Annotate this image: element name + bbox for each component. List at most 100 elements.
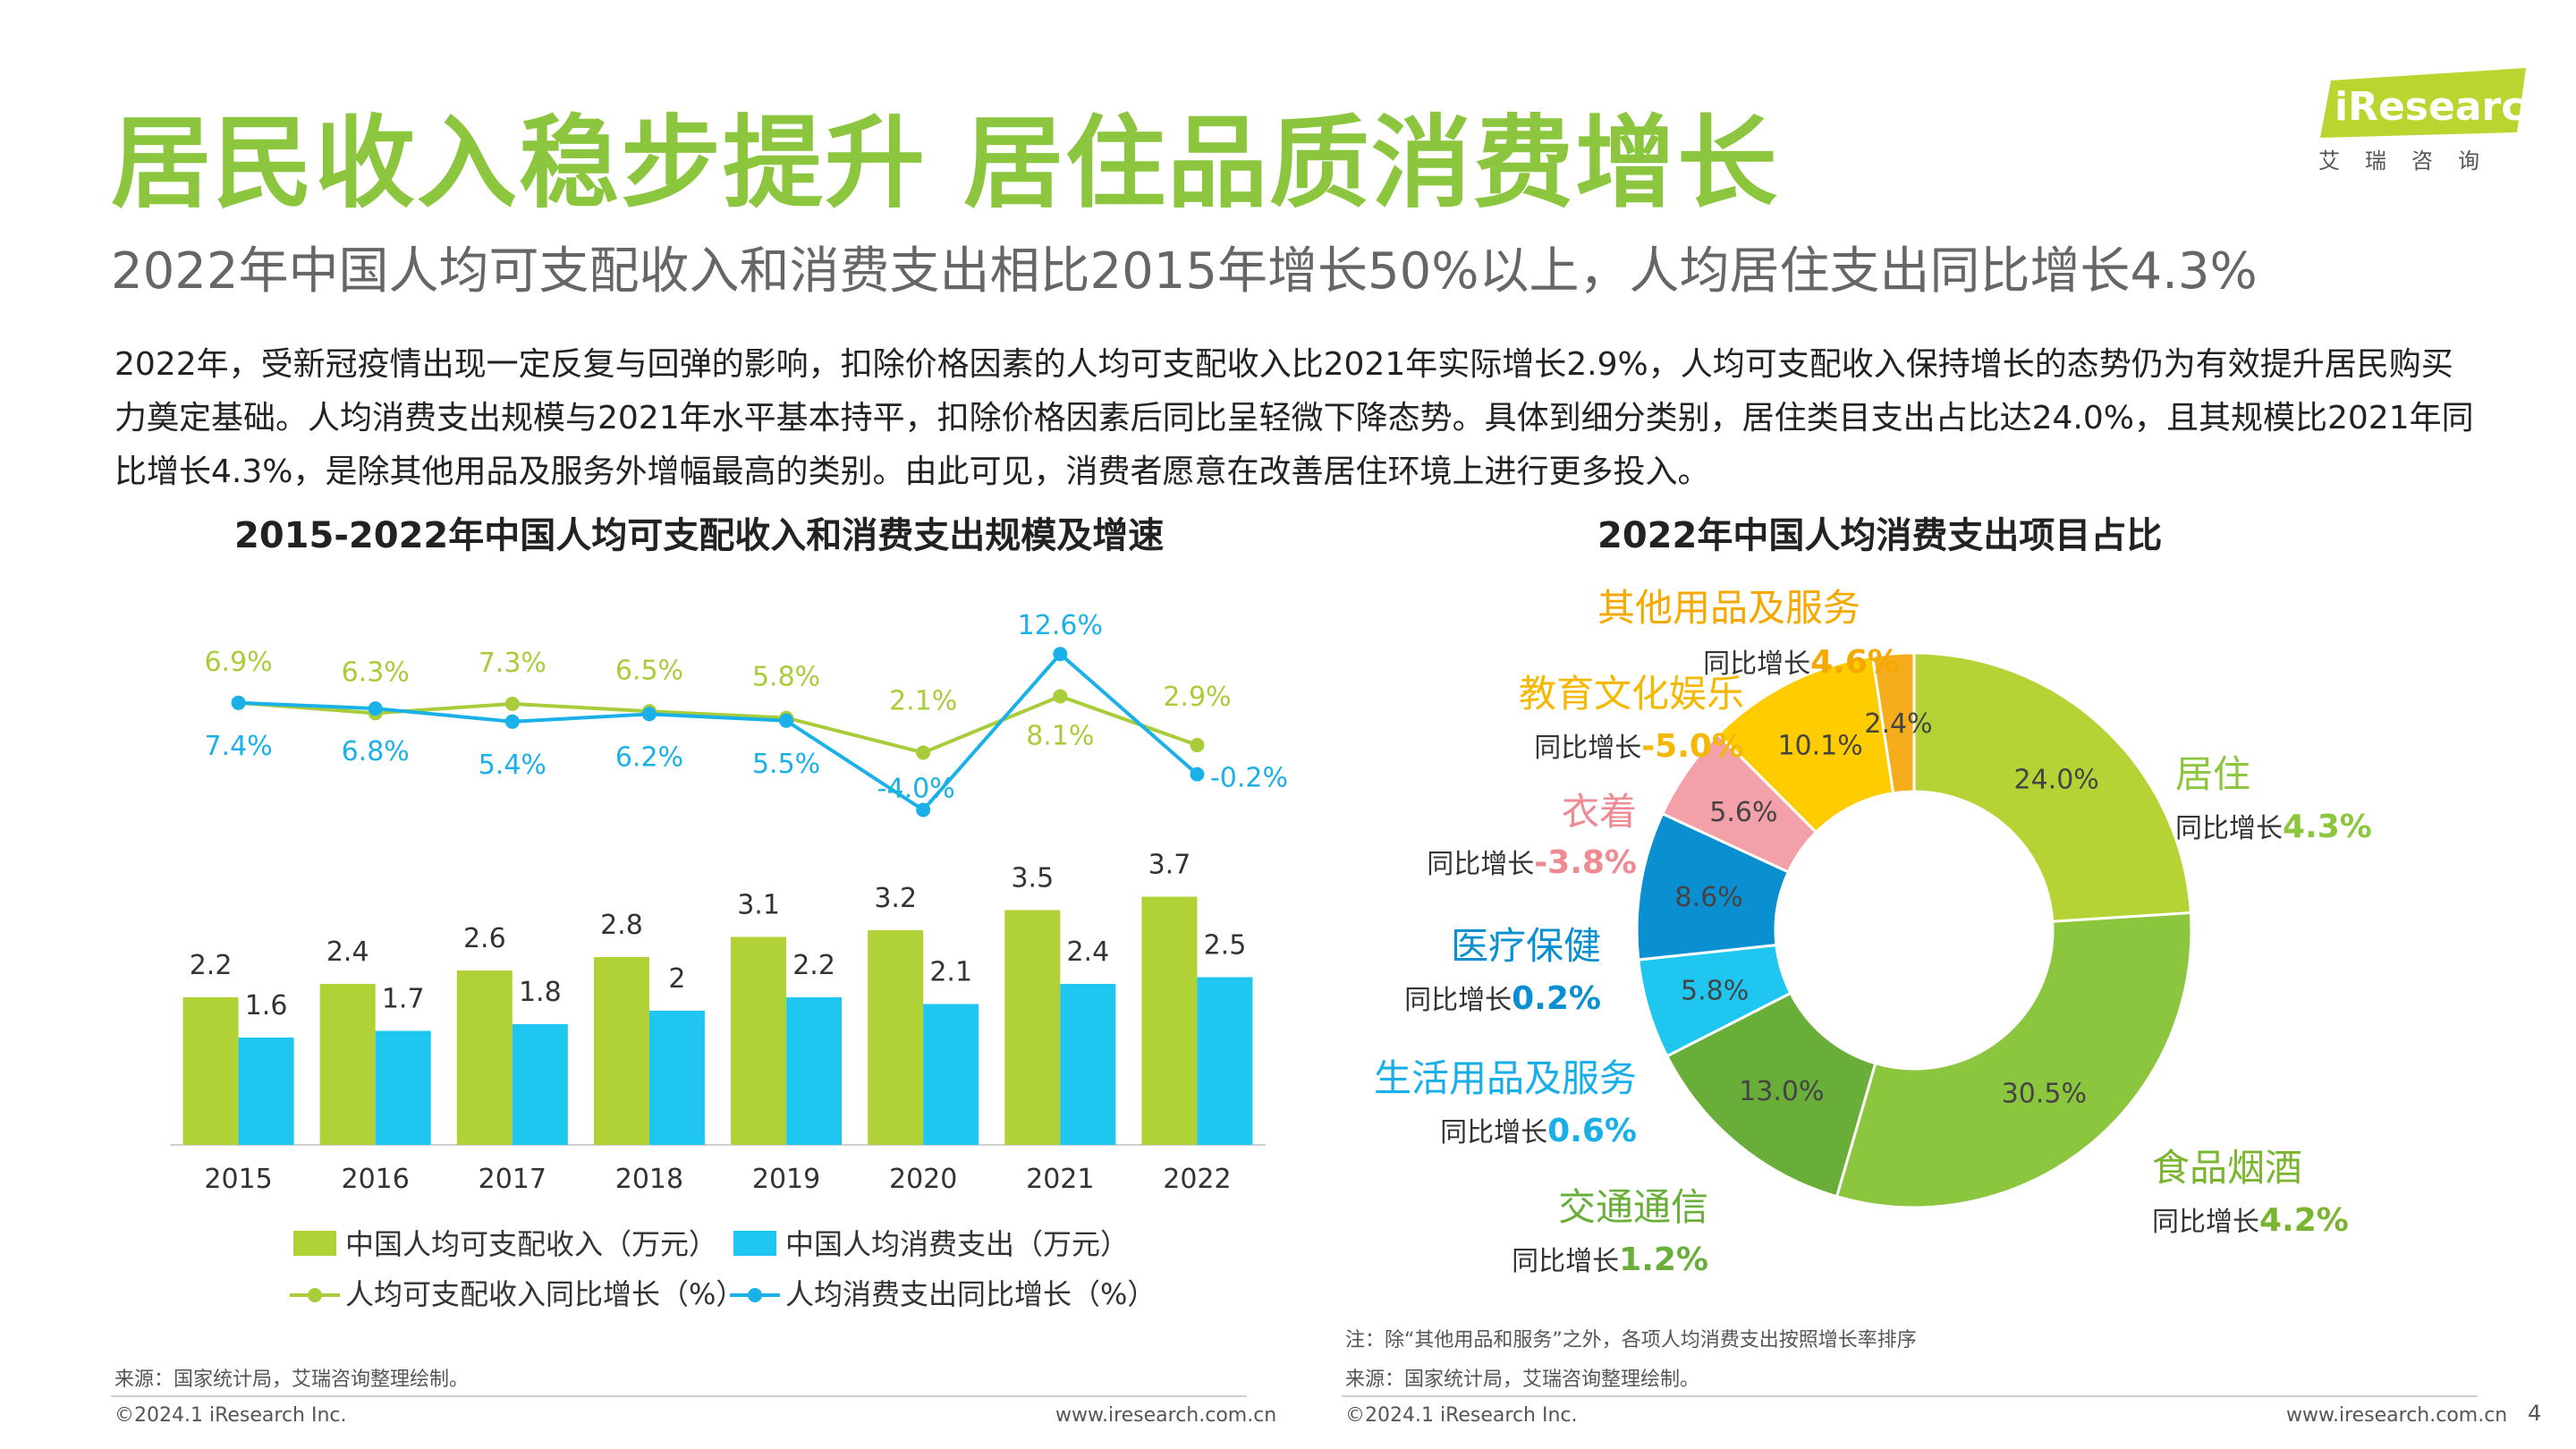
income-bar bbox=[593, 957, 649, 1145]
slice-percent-label: 13.0% bbox=[1739, 1076, 1824, 1107]
expenditure-growth-point bbox=[231, 695, 246, 710]
slice-growth-value: 1.2% bbox=[1619, 1241, 1708, 1278]
expenditure-growth-data-label: 7.4% bbox=[204, 731, 272, 762]
expenditure-growth-data-label: 5.4% bbox=[479, 750, 547, 781]
income-growth-data-label: 6.5% bbox=[615, 655, 683, 686]
right-chart-title: 2022年中国人均消费支出项目占比 bbox=[1597, 515, 2163, 556]
expenditure-bar-label: 2.1 bbox=[929, 957, 972, 988]
income-bar-label: 3.5 bbox=[1011, 863, 1054, 894]
expenditure-growth-data-label: -0.2% bbox=[1210, 763, 1288, 794]
income-bar bbox=[1141, 896, 1198, 1145]
expenditure-bar bbox=[786, 997, 843, 1145]
logo-subtitle: 艾瑞咨询 bbox=[2318, 148, 2504, 174]
donut-slice bbox=[1835, 911, 2193, 1209]
slice-growth-label: 同比增长4.2% bbox=[2152, 1202, 2349, 1239]
income-growth-data-label: 2.1% bbox=[889, 685, 957, 716]
slice-growth-prefix: 同比增长 bbox=[1512, 1246, 1619, 1277]
slice-growth-label: 同比增长1.2% bbox=[1512, 1241, 1708, 1278]
expenditure-growth-data-label: 5.5% bbox=[752, 749, 820, 780]
expenditure-growth-point bbox=[641, 707, 657, 722]
slice-growth-prefix: 同比增长 bbox=[1427, 849, 1534, 880]
expenditure-bar bbox=[512, 1024, 568, 1145]
income-expenditure-chart: 2.2 1.6 2015 2.4 1.7 2016 2.6 1.8 2017 2.8 2 2018 3.… bbox=[170, 610, 1288, 1311]
slice-growth-value: -3.8% bbox=[1534, 844, 1637, 881]
income-growth-data-label: 5.8% bbox=[752, 662, 820, 693]
slice-percent-label: 5.6% bbox=[1709, 797, 1777, 828]
slice-name-label: 衣着 bbox=[1562, 790, 1637, 834]
logo-text: iResearch bbox=[2334, 84, 2529, 130]
summary-paragraph: 2022年，受新冠疫情出现一定反复与回弹的影响，扣除价格因素的人均可支配收入比2… bbox=[114, 346, 2474, 490]
expenditure-bar bbox=[1197, 977, 1253, 1145]
right-footer-divider bbox=[1342, 1395, 2478, 1397]
income-bar-label: 2.8 bbox=[600, 910, 643, 941]
income-growth-point bbox=[504, 696, 520, 711]
slice-growth-prefix: 同比增长 bbox=[1534, 733, 1641, 764]
iresearch-logo: iResearch bbox=[2315, 68, 2553, 140]
x-tick-label: 2020 bbox=[889, 1164, 957, 1195]
income-bar bbox=[731, 936, 787, 1145]
donut-slice bbox=[1870, 651, 1916, 795]
expenditure-bar bbox=[1060, 984, 1116, 1145]
x-tick-label: 2018 bbox=[615, 1164, 683, 1195]
page-subtitle: 2022年中国人均可支配收入和消费支出相比2015年增长50%以上，人均居住支出… bbox=[111, 242, 2258, 301]
expenditure-bar-label: 2 bbox=[668, 963, 685, 995]
expenditure-growth-point bbox=[368, 701, 383, 716]
legend-income-line-label: 人均可支配收入同比增长（%） bbox=[345, 1277, 744, 1311]
left-chart-title: 2015-2022年中国人均可支配收入和消费支出规模及增速 bbox=[234, 515, 1165, 556]
legend-expenditure-line-marker bbox=[748, 1288, 762, 1302]
legend-income-bar-swatch bbox=[293, 1231, 336, 1256]
legend-expenditure-bar-label: 中国人均消费支出（万元） bbox=[785, 1227, 1129, 1261]
income-bar-label: 2.2 bbox=[190, 950, 233, 981]
slice-growth-prefix: 同比增长 bbox=[1440, 1117, 1547, 1148]
expenditure-growth-data-label: 6.8% bbox=[342, 736, 410, 767]
slice-name-label: 交通通信 bbox=[1558, 1185, 1708, 1229]
income-bar bbox=[1004, 910, 1061, 1145]
slice-growth-label: 同比增长4.6% bbox=[1703, 644, 1900, 681]
expenditure-growth-data-label: -4.0% bbox=[877, 774, 955, 805]
left-footer-divider bbox=[111, 1395, 1247, 1397]
income-bar-label: 3.7 bbox=[1148, 850, 1191, 881]
slice-name-label: 其他用品及服务 bbox=[1597, 586, 1860, 630]
income-growth-data-label: 6.3% bbox=[342, 657, 410, 688]
logo-graphic: iResearch bbox=[2320, 68, 2553, 138]
income-bar-label: 2.4 bbox=[326, 936, 369, 968]
left-source: 来源：国家统计局，艾瑞咨询整理绘制。 bbox=[114, 1368, 470, 1391]
slice-growth-label: 同比增长-3.8% bbox=[1427, 844, 1637, 881]
income-growth-point bbox=[1190, 738, 1205, 753]
page-title: 居民收入稳步提升 居住品质消费增长 bbox=[111, 106, 1779, 222]
income-bar bbox=[456, 970, 513, 1145]
x-tick-label: 2016 bbox=[342, 1164, 410, 1195]
income-bar bbox=[319, 984, 376, 1145]
slice-name-label: 生活用品及服务 bbox=[1374, 1056, 1637, 1100]
income-growth-point bbox=[916, 745, 931, 760]
slice-growth-value: 0.2% bbox=[1512, 980, 1601, 1017]
income-growth-point bbox=[1053, 689, 1068, 704]
expenditure-bar bbox=[648, 1011, 705, 1145]
slice-growth-label: 同比增长4.3% bbox=[2175, 809, 2372, 845]
expenditure-bar-label: 2.2 bbox=[792, 950, 835, 981]
slice-percent-label: 5.8% bbox=[1681, 975, 1749, 1006]
income-bar-label: 2.6 bbox=[463, 923, 506, 954]
slice-growth-value: 0.6% bbox=[1547, 1113, 1637, 1149]
right-source: 来源：国家统计局，艾瑞咨询整理绘制。 bbox=[1345, 1368, 1700, 1391]
slice-growth-label: 同比增长0.6% bbox=[1440, 1113, 1637, 1149]
right-website: www.iresearch.com.cn bbox=[2286, 1404, 2508, 1427]
slice-growth-value: 4.2% bbox=[2259, 1202, 2349, 1239]
expenditure-growth-point bbox=[504, 714, 520, 729]
right-chart-note: 注：除“其他用品和服务”之外，各项人均消费支出按照增长率排序 bbox=[1345, 1329, 1917, 1352]
slice-growth-value: 4.3% bbox=[2283, 809, 2372, 845]
left-copyright: ©2024.1 iResearch Inc. bbox=[114, 1404, 347, 1427]
expenditure-growth-point bbox=[1190, 767, 1205, 782]
slice-percent-label: 24.0% bbox=[2014, 765, 2099, 796]
legend-income-line-marker bbox=[308, 1288, 322, 1302]
x-tick-label: 2015 bbox=[204, 1164, 272, 1195]
expenditure-growth-line bbox=[238, 651, 1199, 813]
income-bar-label: 3.2 bbox=[874, 883, 917, 914]
expenditure-growth-point bbox=[916, 802, 931, 818]
slice-percent-label: 10.1% bbox=[1777, 731, 1862, 762]
expenditure-bar-label: 1.7 bbox=[382, 984, 425, 1015]
slice-growth-label: 同比增长-5.0% bbox=[1534, 728, 1744, 765]
slice-growth-prefix: 同比增长 bbox=[1703, 648, 1810, 680]
expenditure-bar-label: 1.6 bbox=[245, 990, 288, 1021]
slice-growth-prefix: 同比增长 bbox=[2175, 813, 2283, 844]
